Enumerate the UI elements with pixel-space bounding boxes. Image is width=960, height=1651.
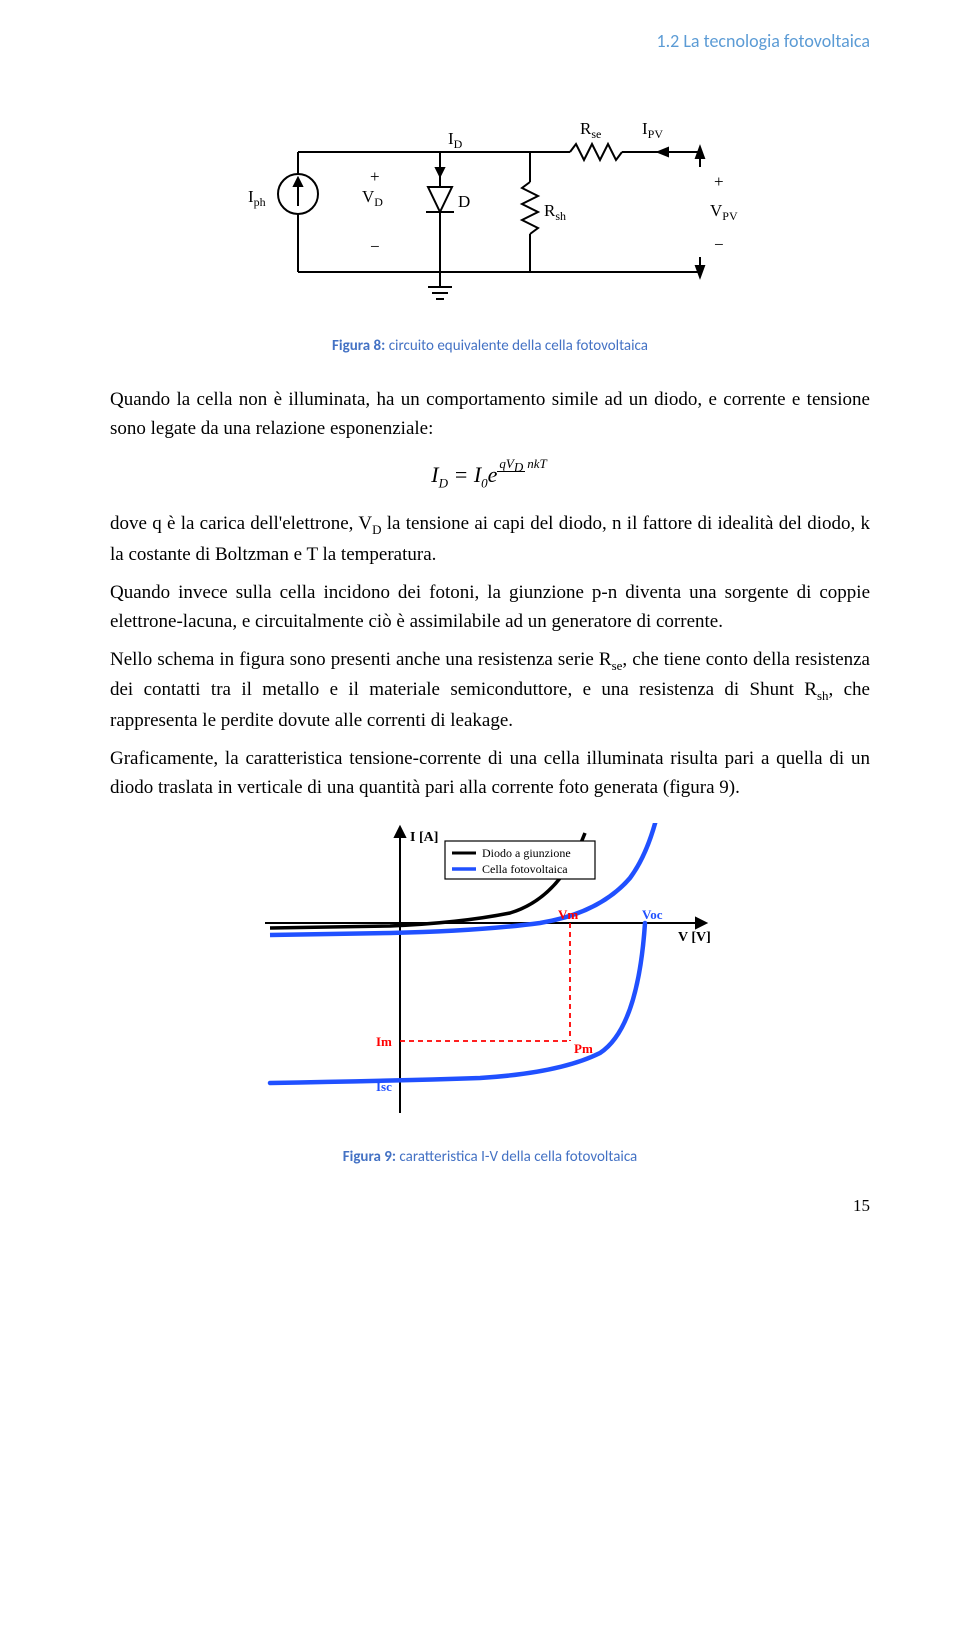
svg-text:D: D: [458, 192, 470, 211]
iv-curve-svg: Diodo a giunzione Cella fotovoltaica I […: [260, 823, 720, 1123]
svg-text:IPV: IPV: [642, 119, 663, 141]
svg-text:Vm: Vm: [558, 907, 578, 922]
svg-text:V [V]: V [V]: [678, 930, 711, 945]
paragraph-1: Quando la cella non è illuminata, ha un …: [110, 385, 870, 444]
svg-text:Cella fotovoltaica: Cella fotovoltaica: [482, 862, 568, 876]
svg-text:+: +: [370, 167, 380, 186]
paragraph-2: dove q è la carica dell'elettrone, VD la…: [110, 509, 870, 569]
figure-8-circuit: Iph + VD − D ID Rsh Rse IPV + VPV −: [110, 92, 870, 317]
svg-text:Iph: Iph: [248, 187, 266, 209]
svg-text:Pm: Pm: [574, 1041, 593, 1056]
svg-text:ID: ID: [448, 129, 463, 151]
svg-text:Im: Im: [376, 1034, 392, 1049]
svg-text:Rsh: Rsh: [544, 201, 566, 223]
figure-8-caption: Figura 8: circuito equivalente della cel…: [110, 337, 870, 355]
paragraph-4: Nello schema in figura sono presenti anc…: [110, 645, 870, 736]
page-number: 15: [110, 1196, 870, 1216]
paragraph-3: Quando invece sulla cella incidono dei f…: [110, 578, 870, 637]
figure-9-iv-curve: Diodo a giunzione Cella fotovoltaica I […: [110, 823, 870, 1128]
circuit-diagram-svg: Iph + VD − D ID Rsh Rse IPV + VPV −: [210, 92, 770, 312]
svg-text:−: −: [714, 235, 724, 254]
section-header: 1.2 La tecnologia fotovoltaica: [110, 30, 870, 52]
svg-text:Rse: Rse: [580, 119, 601, 141]
svg-text:Voc: Voc: [642, 907, 663, 922]
svg-text:Diodo a giunzione: Diodo a giunzione: [482, 846, 571, 860]
svg-text:VPV: VPV: [710, 201, 738, 223]
svg-text:I [A]: I [A]: [410, 830, 438, 845]
svg-text:+: +: [714, 172, 724, 191]
svg-text:Isc: Isc: [376, 1079, 392, 1094]
svg-text:−: −: [370, 237, 380, 256]
figure-9-caption: Figura 9: caratteristica I-V della cella…: [110, 1148, 870, 1166]
equation-id: ID = I0eqVDnkT: [110, 462, 870, 491]
svg-text:VD: VD: [362, 187, 383, 209]
paragraph-5: Graficamente, la caratteristica tensione…: [110, 744, 870, 803]
